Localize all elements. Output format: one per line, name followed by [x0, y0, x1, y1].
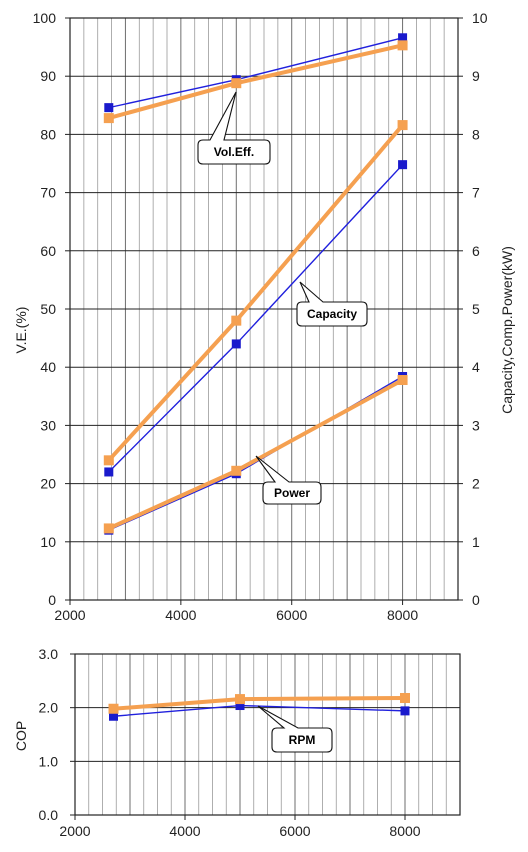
y2-tick-label: 8 [472, 126, 480, 142]
x-axis-ticks: 2000 4000 6000 8000 [54, 600, 418, 623]
y2-tick-label: 0 [472, 592, 480, 608]
y2-tick-label: 4 [472, 359, 480, 375]
y2-tick-label: 9 [472, 68, 480, 84]
data-point [235, 694, 245, 705]
y2-axis-ticks: 0 1 2 3 4 5 6 7 8 9 10 [458, 10, 488, 608]
data-point [400, 706, 410, 716]
y-axis-ticks: 0 10 20 30 40 50 60 70 80 90 100 [33, 10, 70, 608]
data-point [231, 78, 242, 89]
callout-label: Power [274, 486, 310, 500]
y-tick-label: 0.0 [39, 807, 59, 823]
callout-label: RPM [289, 733, 316, 747]
data-point [231, 339, 241, 349]
series-cop [109, 701, 410, 721]
y2-tick-label: 1 [472, 534, 480, 550]
y-tick-label: 3.0 [39, 646, 59, 662]
data-point [104, 467, 114, 477]
grid [75, 654, 460, 815]
x-tick-label: 2000 [54, 607, 85, 623]
y-tick-label: 90 [40, 68, 56, 84]
callout-label: Capacity [307, 307, 357, 321]
y-axis-ticks: 0.0 1.0 2.0 3.0 [39, 646, 75, 823]
y2-axis-title: Capacity,Comp.Power(kW) [499, 246, 515, 414]
ve-capacity-power-chart: 2000 4000 6000 8000 0 10 20 30 40 50 60 70 80 90 100 0 1… [13, 10, 515, 623]
y-tick-label: 80 [40, 126, 56, 142]
y-tick-label: 50 [40, 301, 56, 317]
y-tick-label: 40 [40, 359, 56, 375]
series-vol-eff [103, 40, 408, 124]
series-capacity [104, 160, 408, 477]
data-point [398, 160, 408, 170]
y-tick-label: 30 [40, 417, 56, 433]
callout-box [257, 705, 333, 753]
callout-box [255, 455, 322, 505]
callout-annotation: Power [255, 455, 322, 505]
series-cop [108, 693, 410, 714]
callout-annotation: RPM [257, 705, 333, 753]
y2-tick-label: 6 [472, 243, 480, 259]
data-point [231, 315, 242, 326]
y-tick-label: 10 [40, 534, 56, 550]
plot-frame [74, 653, 461, 816]
callout-label: Vol.Eff. [214, 145, 254, 159]
callout-annotation: Capacity [296, 281, 368, 327]
data-point [103, 113, 114, 124]
data-point [397, 120, 408, 131]
x-tick-label: 8000 [389, 823, 420, 839]
x-tick-label: 4000 [165, 607, 196, 623]
y-tick-label: 70 [40, 185, 56, 201]
y2-tick-label: 10 [472, 10, 488, 26]
x-tick-label: 2000 [59, 823, 90, 839]
x-axis-ticks: 2000 4000 6000 8000 [59, 815, 421, 839]
data-point [103, 455, 114, 466]
data-point [103, 523, 114, 534]
data-point [398, 33, 408, 43]
y-axis-title: COP [13, 721, 29, 751]
data-point [109, 711, 118, 721]
y2-tick-label: 7 [472, 185, 480, 201]
data-point [397, 375, 408, 386]
y2-tick-label: 5 [472, 301, 480, 317]
y-tick-label: 20 [40, 476, 56, 492]
y-tick-label: 100 [33, 10, 57, 26]
callout-annotation: Vol.Eff. [197, 91, 271, 165]
callout-box [296, 281, 368, 327]
y-tick-label: 60 [40, 243, 56, 259]
data-point [108, 703, 119, 714]
y-axis-title: V.E.(%) [13, 307, 29, 354]
x-tick-label: 6000 [276, 607, 307, 623]
y-tick-label: 1.0 [39, 753, 59, 769]
x-tick-label: 8000 [387, 607, 418, 623]
x-tick-label: 4000 [169, 823, 200, 839]
data-point [235, 701, 245, 711]
y-tick-label: 0 [48, 592, 56, 608]
data-point [400, 693, 410, 704]
y-tick-label: 2.0 [39, 700, 59, 716]
callout-box [197, 91, 271, 165]
data-point [231, 465, 242, 476]
data-point [104, 103, 114, 113]
data-point [397, 40, 408, 51]
y2-tick-label: 3 [472, 417, 480, 433]
y2-tick-label: 2 [472, 476, 480, 492]
series-power [103, 375, 408, 534]
series-capacity [103, 120, 408, 466]
x-tick-label: 6000 [279, 823, 310, 839]
